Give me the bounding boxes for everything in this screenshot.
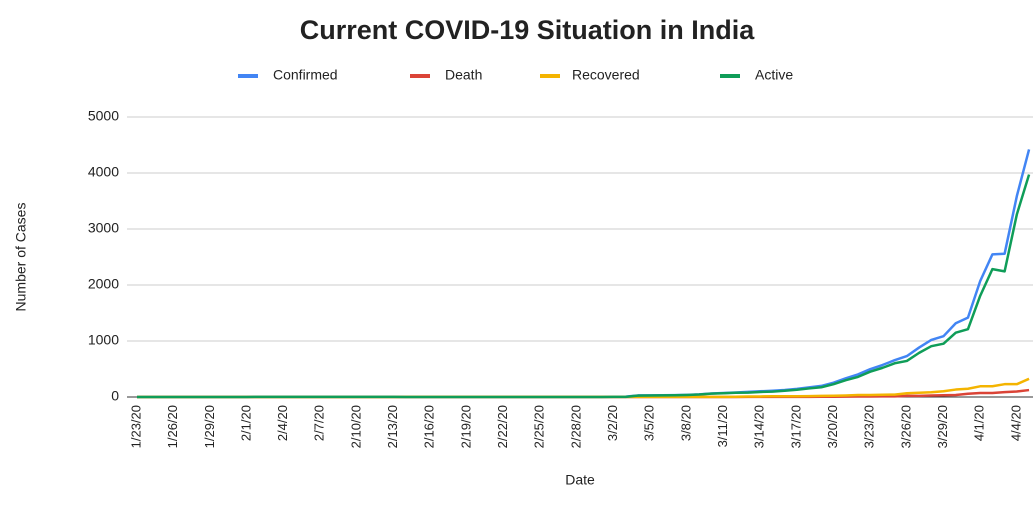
x-tick-label: 2/16/20	[422, 405, 437, 448]
y-tick-label: 0	[111, 388, 119, 404]
x-tick-label: 1/29/20	[202, 405, 217, 448]
x-tick-label: 2/22/20	[495, 405, 510, 448]
x-tick-label: 1/26/20	[165, 405, 180, 448]
x-tick-label: 3/14/20	[752, 405, 767, 448]
x-tick-label: 4/1/20	[972, 405, 987, 441]
x-tick-label: 3/26/20	[898, 405, 913, 448]
x-tick-label: 3/23/20	[862, 405, 877, 448]
x-tick-label: 3/29/20	[935, 405, 950, 448]
x-tick-label: 2/28/20	[568, 405, 583, 448]
y-tick-label: 3000	[88, 220, 119, 236]
x-tick-label: 3/17/20	[788, 405, 803, 448]
x-tick-label: 2/10/20	[348, 405, 363, 448]
y-tick-label: 4000	[88, 164, 119, 180]
legend-label: Active	[755, 67, 793, 83]
x-tick-label: 3/5/20	[642, 405, 657, 441]
data-line	[137, 149, 1031, 399]
legend-label: Death	[445, 67, 482, 83]
x-axis-title: Date	[565, 472, 595, 488]
x-tick-label: 3/11/20	[715, 405, 730, 447]
y-tick-label: 1000	[88, 332, 119, 348]
x-tick-label: 3/2/20	[605, 405, 620, 441]
x-tick-label: 2/1/20	[238, 405, 253, 441]
y-tick-label: 5000	[88, 108, 119, 124]
x-tick-label: 3/20/20	[825, 405, 840, 448]
x-tick-label: 3/8/20	[678, 405, 693, 441]
x-tick-label: 4/4/20	[1008, 405, 1023, 441]
chart-title: Current COVID-19 Situation in India	[300, 15, 756, 45]
data-line	[137, 377, 1030, 399]
y-axis-title: Number of Cases	[13, 203, 29, 312]
x-tick-label: 2/7/20	[312, 405, 327, 441]
y-tick-label: 2000	[88, 276, 119, 292]
legend-label: Recovered	[572, 67, 640, 83]
x-tick-label: 2/4/20	[275, 405, 290, 441]
data-line	[137, 174, 1031, 399]
x-tick-label: 2/25/20	[532, 405, 547, 448]
x-tick-label: 2/19/20	[458, 405, 473, 448]
x-tick-label: 2/13/20	[385, 405, 400, 448]
x-tick-label: 1/23/20	[128, 405, 143, 448]
legend-label: Confirmed	[273, 67, 338, 83]
